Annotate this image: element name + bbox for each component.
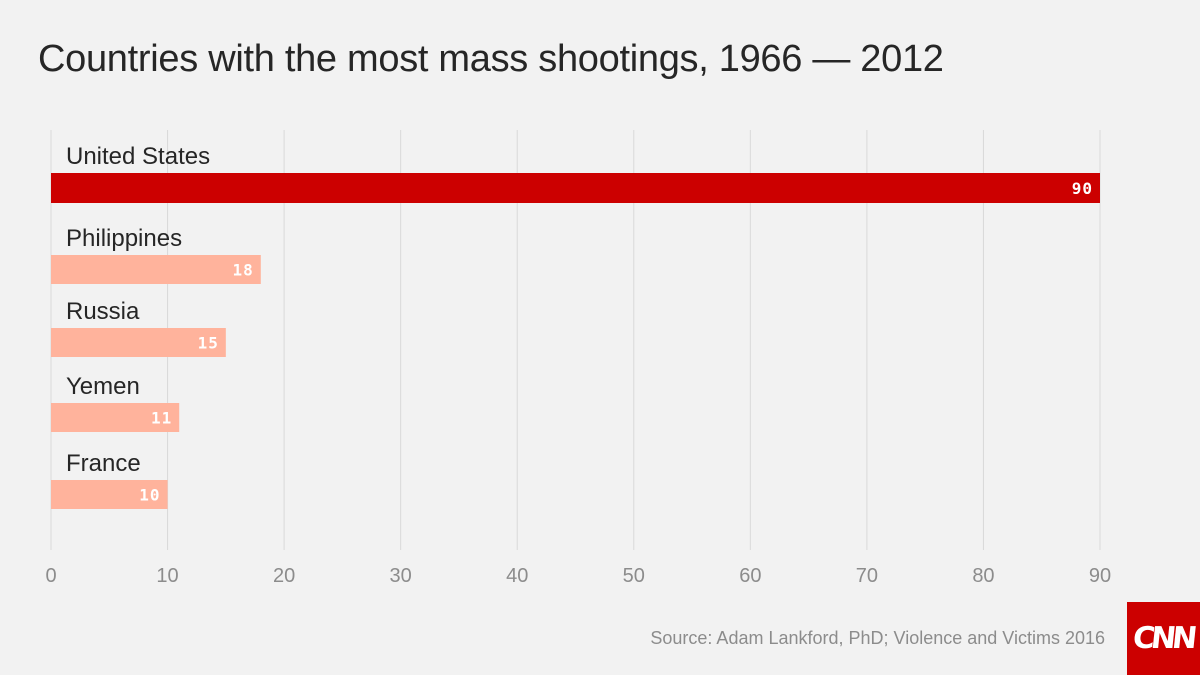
value-label-yemen: 11 (151, 409, 172, 428)
category-label-yemen: Yemen (66, 373, 140, 400)
chart-title: Countries with the most mass shootings, … (38, 38, 944, 80)
x-tick-label-50: 50 (623, 565, 645, 587)
bar-chart: 0 10 20 30 40 50 60 70 80 90 United States 90 Philip… (45, 130, 1111, 587)
bar-philippines (51, 255, 261, 284)
category-label-united-states: United States (66, 143, 210, 170)
x-tick-label-0: 0 (45, 565, 56, 587)
x-tick-label-90: 90 (1089, 565, 1111, 587)
category-label-france: France (66, 450, 141, 477)
value-label-philippines: 18 (233, 261, 254, 280)
category-label-russia: Russia (66, 298, 140, 325)
x-tick-label-40: 40 (506, 565, 528, 587)
bar-yemen (51, 403, 180, 432)
cnn-logo-text: CNN (1131, 621, 1196, 656)
x-tick-label-80: 80 (972, 565, 994, 587)
bar-united-states (51, 173, 1100, 203)
bar-russia (51, 328, 226, 357)
x-tick-label-30: 30 (390, 565, 412, 587)
x-tick-label-10: 10 (156, 565, 178, 587)
cnn-logo: CNN (1127, 602, 1200, 675)
x-tick-label-20: 20 (273, 565, 295, 587)
x-tick-label-60: 60 (739, 565, 761, 587)
value-label-france: 10 (139, 486, 160, 505)
x-tick-label-70: 70 (856, 565, 878, 587)
value-label-russia: 15 (198, 334, 219, 353)
source-note: Source: Adam Lankford, PhD; Violence and… (650, 628, 1105, 648)
bar-france (51, 480, 168, 509)
category-label-philippines: Philippines (66, 225, 182, 252)
value-label-united-states: 90 (1072, 179, 1093, 198)
